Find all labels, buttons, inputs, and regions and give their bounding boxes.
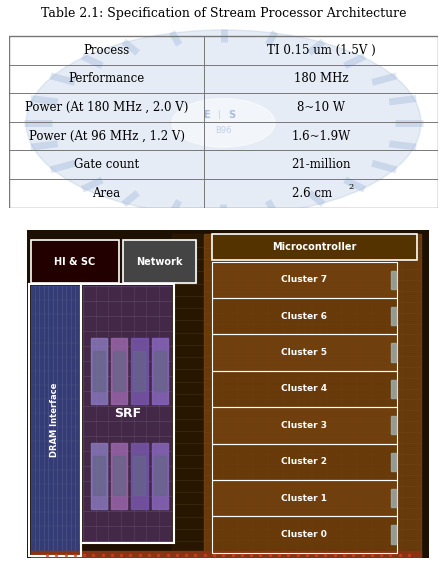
Bar <box>391 344 396 362</box>
Bar <box>391 416 396 434</box>
Text: Cluster 2: Cluster 2 <box>282 457 327 466</box>
Bar <box>212 234 417 260</box>
Bar <box>212 262 397 298</box>
Bar <box>212 298 397 335</box>
Text: Microcontroller: Microcontroller <box>272 242 357 252</box>
Bar <box>131 339 148 404</box>
Text: HI & SC: HI & SC <box>55 257 96 266</box>
Bar <box>111 443 127 509</box>
Bar <box>29 284 81 556</box>
Bar <box>212 234 417 260</box>
Text: Cluster 0: Cluster 0 <box>282 530 327 539</box>
Text: Performance: Performance <box>68 72 145 85</box>
Bar <box>131 443 148 509</box>
Text: S: S <box>228 110 236 119</box>
Text: B96: B96 <box>215 126 232 135</box>
Text: 180 MHz: 180 MHz <box>294 72 348 85</box>
Bar <box>391 416 396 434</box>
Bar <box>31 240 119 283</box>
Bar <box>31 286 79 554</box>
Bar <box>212 371 397 407</box>
Bar <box>391 525 396 543</box>
Circle shape <box>172 98 275 147</box>
Bar <box>391 380 396 398</box>
Text: 21-million: 21-million <box>291 158 351 171</box>
Bar <box>9 36 438 208</box>
Text: E: E <box>203 110 210 119</box>
Bar <box>134 456 146 496</box>
Bar <box>204 234 421 554</box>
Bar <box>114 352 125 391</box>
Bar <box>212 443 397 480</box>
Bar <box>31 240 119 283</box>
Text: |: | <box>218 110 221 119</box>
Text: SRF: SRF <box>114 407 141 420</box>
Text: 8~10 W: 8~10 W <box>297 101 345 114</box>
Bar <box>93 352 105 391</box>
Bar <box>391 489 396 507</box>
Text: Cluster 5: Cluster 5 <box>282 348 327 357</box>
Bar <box>31 551 421 558</box>
Text: Cluster 4: Cluster 4 <box>281 385 328 393</box>
Text: Cluster 3: Cluster 3 <box>282 421 327 430</box>
Text: 2: 2 <box>349 183 354 191</box>
Bar <box>212 443 397 480</box>
Bar <box>391 489 396 507</box>
Circle shape <box>26 30 421 216</box>
Bar <box>212 407 397 443</box>
Bar <box>154 352 166 391</box>
Bar <box>123 240 196 283</box>
Text: Area: Area <box>93 187 121 200</box>
Bar <box>391 525 396 543</box>
Bar <box>212 516 397 552</box>
Bar <box>83 286 172 541</box>
Bar <box>114 456 125 496</box>
Bar <box>93 456 105 496</box>
Text: Cluster 7: Cluster 7 <box>281 275 328 284</box>
Text: 2.6 cm: 2.6 cm <box>292 187 333 200</box>
Bar <box>154 456 166 496</box>
Bar <box>212 335 397 371</box>
Bar <box>391 307 396 325</box>
Bar <box>91 443 107 509</box>
Text: Gate count: Gate count <box>74 158 139 171</box>
Bar <box>111 339 127 404</box>
Text: Power (At 96 MHz , 1.2 V): Power (At 96 MHz , 1.2 V) <box>29 130 185 143</box>
Text: Table 2.1: Specification of Stream Processor Architecture: Table 2.1: Specification of Stream Proce… <box>41 7 406 20</box>
Bar <box>172 234 204 554</box>
Bar <box>212 516 397 552</box>
Bar <box>212 480 397 516</box>
Bar <box>212 480 397 516</box>
Bar <box>212 298 397 335</box>
Text: TI 0.15 um (1.5V ): TI 0.15 um (1.5V ) <box>267 44 375 57</box>
Text: DRAM Interface: DRAM Interface <box>51 383 59 457</box>
Bar <box>123 240 196 283</box>
Bar <box>391 271 396 289</box>
Bar <box>81 284 174 543</box>
Bar <box>391 452 396 471</box>
Bar <box>152 339 168 404</box>
Bar <box>391 344 396 362</box>
Bar <box>391 307 396 325</box>
Bar <box>212 335 397 371</box>
Bar <box>212 407 397 443</box>
Bar <box>212 262 397 298</box>
Bar <box>391 452 396 471</box>
Text: Network: Network <box>136 257 183 266</box>
Bar <box>134 352 146 391</box>
Bar <box>391 380 396 398</box>
Text: Cluster 6: Cluster 6 <box>282 312 327 320</box>
Bar <box>391 271 396 289</box>
Bar <box>91 339 107 404</box>
Text: Process: Process <box>84 44 130 57</box>
Text: Power (At 180 MHz , 2.0 V): Power (At 180 MHz , 2.0 V) <box>25 101 188 114</box>
Text: Cluster 1: Cluster 1 <box>282 494 327 502</box>
Text: 1.6~1.9W: 1.6~1.9W <box>291 130 351 143</box>
Bar <box>212 371 397 407</box>
Bar <box>152 443 168 509</box>
